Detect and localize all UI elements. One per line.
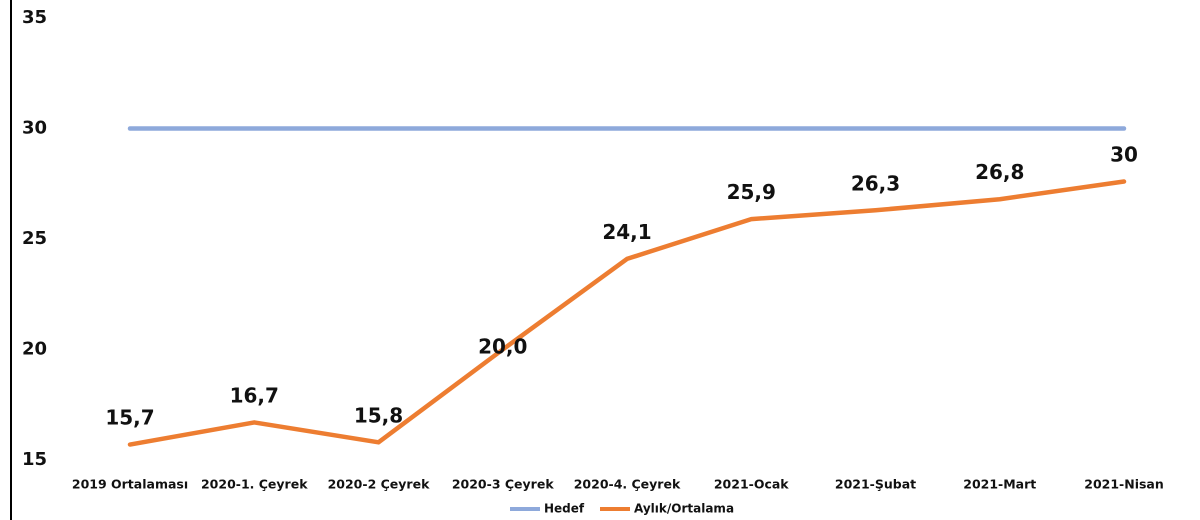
x-tick-label: 2020-1. Çeyrek — [201, 477, 308, 492]
x-axis-ticks: 2019 Ortalaması 2020-1. Çeyrek 2020-2 Çeyr… — [72, 477, 1164, 492]
data-label: 16,7 — [230, 383, 279, 407]
data-label: 30 — [1110, 143, 1138, 167]
x-tick-label: 2020-2 Çeyrek — [328, 477, 430, 492]
x-tick-label: 2021-Nisan — [1084, 477, 1164, 492]
series-line-aylik-ortalama — [127, 179, 1127, 447]
series-lines — [127, 126, 1127, 447]
x-tick-label: 2020-3 Çeyrek — [452, 477, 554, 492]
data-label: 26,3 — [851, 171, 900, 195]
data-label: 25,9 — [727, 180, 776, 204]
data-label: 15,8 — [354, 403, 403, 427]
x-tick-label: 2021-Şubat — [835, 477, 916, 492]
x-tick-label: 2021-Mart — [963, 477, 1036, 492]
x-tick-label: 2019 Ortalaması — [72, 477, 188, 492]
y-axis-ticks: 15 20 25 30 35 — [22, 7, 47, 470]
x-tick-label: 2020-4. Çeyrek — [574, 477, 681, 492]
data-label: 26,8 — [975, 160, 1024, 184]
y-tick-label: 35 — [22, 7, 47, 28]
y-tick-label: 20 — [22, 339, 47, 360]
x-tick-label: 2021-Ocak — [714, 477, 789, 492]
legend-label: Aylık/Ortalama — [634, 502, 734, 516]
legend-label: Hedef — [544, 502, 585, 516]
data-label: 20,0 — [478, 335, 527, 359]
y-tick-label: 25 — [22, 228, 47, 249]
data-label: 15,7 — [105, 406, 154, 430]
y-tick-label: 30 — [22, 118, 47, 139]
data-labels: 15,7 16,7 15,8 20,0 24,1 25,9 26,3 26,8 30 — [105, 143, 1138, 430]
data-label: 24,1 — [602, 220, 651, 244]
y-tick-label: 15 — [22, 449, 47, 470]
legend: Hedef Aylık/Ortalama — [510, 502, 734, 516]
